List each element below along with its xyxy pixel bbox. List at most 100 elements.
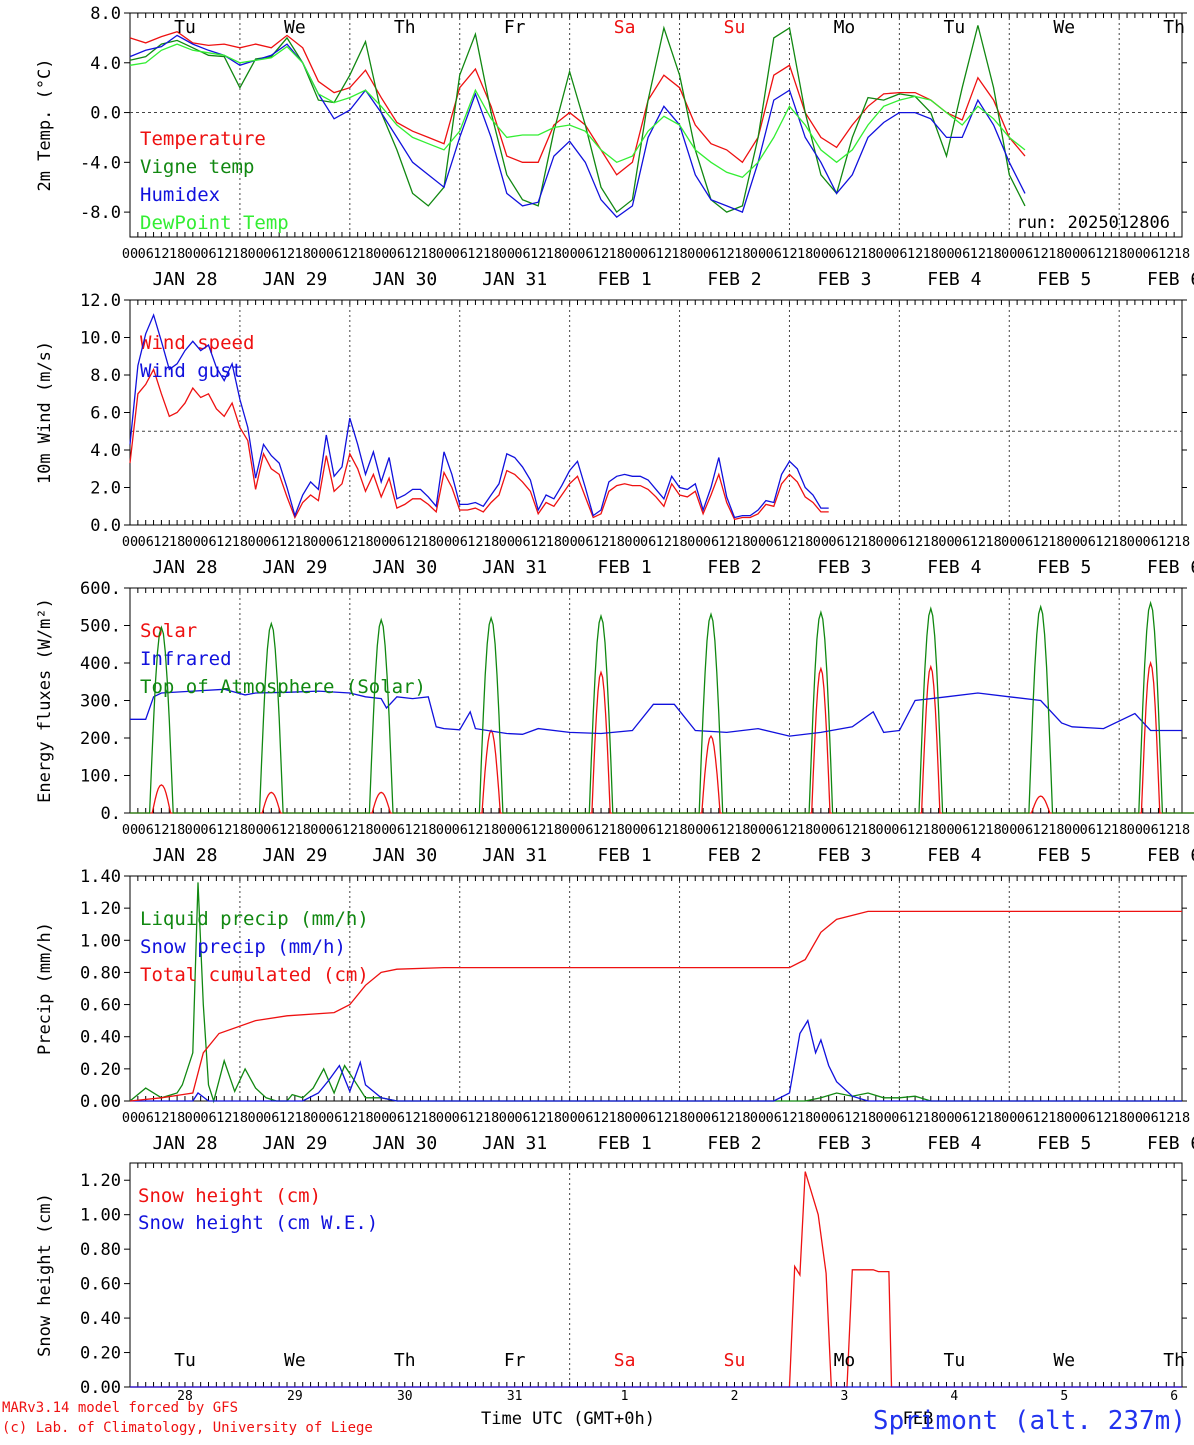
hour-tick-label: 12 — [1158, 822, 1174, 838]
hour-tick-label: 18 — [295, 534, 311, 550]
hour-tick-label: 18 — [1111, 246, 1127, 262]
hour-tick-label: 12 — [593, 534, 609, 550]
series-line-temperature — [129, 30, 1026, 176]
y-tick-label: 200. — [80, 729, 121, 749]
hour-tick-label: 06 — [1080, 246, 1096, 262]
hour-tick-label: 12 — [1158, 246, 1174, 262]
hour-tick-label: 18 — [357, 534, 373, 550]
hour-tick-label: 00 — [876, 534, 892, 550]
hour-tick-label: 12 — [404, 822, 420, 838]
hour-tick-label: 12 — [1033, 822, 1049, 838]
hour-tick-label: 12 — [467, 534, 483, 550]
hour-tick-label: 00 — [1127, 822, 1143, 838]
hour-tick-label: 12 — [907, 534, 923, 550]
hour-tick-label: 18 — [1174, 534, 1190, 550]
hour-tick-label: 18 — [609, 534, 625, 550]
hour-tick-label: 12 — [781, 534, 797, 550]
hour-tick-label: 00 — [373, 534, 389, 550]
hour-tick-label: 18 — [860, 534, 876, 550]
hour-tick-label: 12 — [153, 534, 169, 550]
date-label: FEB 5 — [1037, 269, 1091, 290]
weekday-label: We — [284, 17, 306, 38]
y-tick-label: 1.00 — [80, 1206, 121, 1226]
series-line-snow-precip-mm-h- — [130, 1018, 1182, 1102]
legend-entry: DewPoint Temp — [140, 212, 289, 234]
hour-tick-label: 12 — [907, 1110, 923, 1126]
hour-tick-label: 06 — [452, 534, 468, 550]
hour-tick-label: 12 — [656, 822, 672, 838]
hour-tick-label: 00 — [499, 534, 515, 550]
hour-tick-label: 06 — [200, 246, 216, 262]
weekday-label: Tu — [174, 1350, 196, 1371]
hour-tick-label: 00 — [310, 534, 326, 550]
weekday-label: Fr — [504, 1350, 526, 1371]
hour-tick-label: 00 — [750, 246, 766, 262]
weekday-label: Su — [724, 17, 746, 38]
hour-tick-label: 12 — [719, 246, 735, 262]
hour-tick-label: 06 — [263, 534, 279, 550]
date-label: FEB 3 — [817, 1133, 871, 1154]
hour-tick-label: 06 — [703, 534, 719, 550]
hour-tick-label: 00 — [1127, 1110, 1143, 1126]
weekday-label: Su — [724, 1350, 746, 1371]
hour-tick-label: 18 — [546, 1110, 562, 1126]
y-tick-label: 0.80 — [80, 963, 121, 983]
hour-tick-label: 12 — [404, 246, 420, 262]
hour-tick-label: 18 — [357, 246, 373, 262]
legend-entry: Snow precip (mm/h) — [140, 936, 346, 958]
hour-tick-label: 06 — [263, 822, 279, 838]
hour-tick-label: 00 — [499, 822, 515, 838]
y-tick-label: 4.0 — [90, 441, 121, 461]
date-label: JAN 30 — [372, 1133, 437, 1154]
weekday-label: Tu — [943, 17, 965, 38]
hour-tick-label: 18 — [1174, 246, 1190, 262]
weekday-label: Th — [394, 17, 416, 38]
hour-tick-label: 18 — [797, 822, 813, 838]
day-number-label: 28 — [177, 1389, 193, 1404]
hour-tick-label: 18 — [483, 246, 499, 262]
hour-tick-label: 06 — [452, 822, 468, 838]
hour-tick-label: 00 — [876, 822, 892, 838]
date-label: FEB 6 — [1147, 1133, 1194, 1154]
hour-tick-label: 18 — [420, 822, 436, 838]
hour-tick-label: 06 — [1017, 822, 1033, 838]
hour-tick-label: 18 — [734, 1110, 750, 1126]
hour-tick-label: 18 — [671, 534, 687, 550]
hour-tick-label: 00 — [624, 246, 640, 262]
hour-tick-label: 06 — [200, 822, 216, 838]
panel-5: 1.20 1.00 0.80 0.60 0.40 0.20 0.00 Snow height … — [35, 1162, 1187, 1404]
hour-tick-label: 06 — [452, 246, 468, 262]
hour-tick-label: 12 — [970, 534, 986, 550]
hour-tick-label: 18 — [734, 246, 750, 262]
hour-tick-label: 00 — [624, 1110, 640, 1126]
hour-tick-label: 00 — [750, 534, 766, 550]
hour-tick-label: 00 — [122, 822, 138, 838]
hour-tick-label: 06 — [766, 1110, 782, 1126]
hour-tick-label: 06 — [452, 1110, 468, 1126]
hour-tick-label: 00 — [562, 822, 578, 838]
date-label: JAN 31 — [482, 557, 547, 578]
hour-tick-label: 06 — [577, 1110, 593, 1126]
hour-tick-label: 18 — [797, 246, 813, 262]
hour-tick-label: 06 — [703, 1110, 719, 1126]
hour-tick-label: 12 — [593, 246, 609, 262]
hour-tick-label: 06 — [326, 1110, 342, 1126]
date-label: JAN 28 — [152, 1133, 217, 1154]
day-number-label: 5 — [1060, 1389, 1068, 1404]
date-label: FEB 1 — [598, 1133, 652, 1154]
hour-tick-label: 12 — [970, 1110, 986, 1126]
y-tick-label: 0.00 — [80, 1378, 121, 1398]
weekday-label: Tu — [943, 1350, 965, 1371]
hour-tick-label: 06 — [766, 246, 782, 262]
legend-entry: Humidex — [140, 184, 220, 206]
hour-tick-label: 12 — [279, 822, 295, 838]
hour-tick-label: 18 — [609, 246, 625, 262]
hour-tick-label: 12 — [216, 822, 232, 838]
hour-tick-label: 00 — [687, 822, 703, 838]
legend-entry: Temperature — [140, 128, 266, 150]
hour-tick-label: 18 — [232, 1110, 248, 1126]
hour-tick-label: 12 — [153, 1110, 169, 1126]
hour-tick-label: 12 — [781, 822, 797, 838]
